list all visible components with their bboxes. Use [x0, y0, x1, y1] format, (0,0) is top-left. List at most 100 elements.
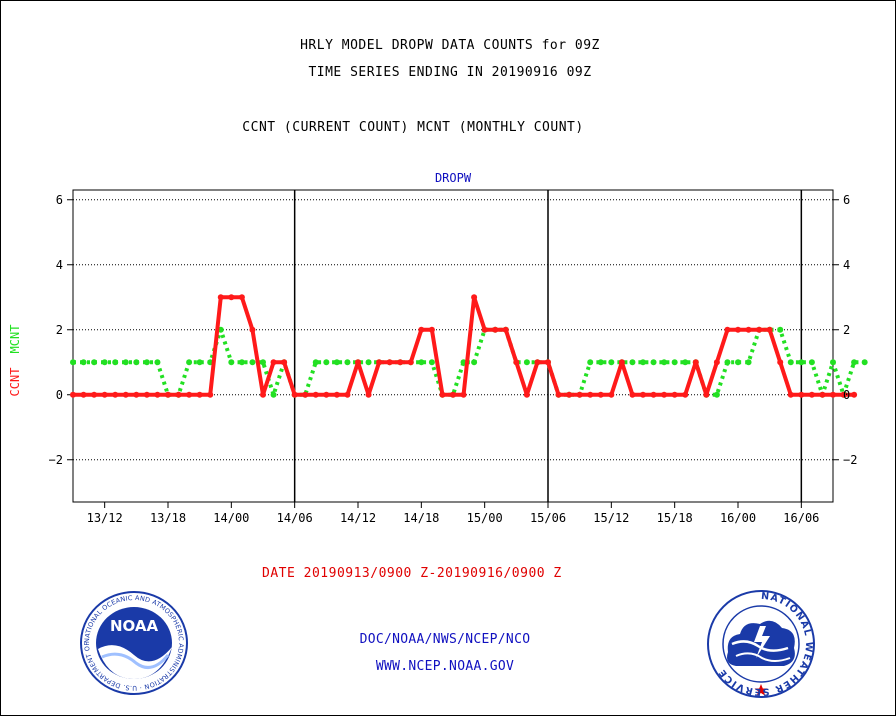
data-point-mcnt: [238, 359, 245, 366]
data-point-mcnt: [70, 359, 76, 366]
data-point-mcnt: [640, 359, 646, 366]
plot-frame: [72, 189, 834, 503]
data-point-ccnt: [355, 359, 361, 366]
x-tick-label: 16/06: [783, 511, 819, 525]
data-point-ccnt: [196, 391, 203, 398]
data-point-ccnt: [597, 391, 604, 398]
data-point-mcnt: [365, 359, 372, 366]
data-point-ccnt: [291, 391, 298, 398]
data-point-ccnt: [777, 359, 784, 366]
y-tick-label-left: 0: [56, 388, 63, 402]
data-point-ccnt: [629, 391, 636, 398]
data-point-mcnt: [713, 391, 720, 398]
data-point-mcnt: [808, 359, 815, 366]
y-tick-label-left: 6: [56, 193, 63, 207]
data-point-ccnt: [640, 391, 646, 398]
data-point-mcnt: [608, 359, 615, 366]
data-point-mcnt: [777, 326, 784, 333]
data-point-ccnt: [101, 391, 108, 398]
data-point-mcnt: [851, 359, 858, 366]
data-point-mcnt: [523, 359, 530, 366]
series-layer: [70, 294, 868, 398]
data-point-mcnt: [787, 359, 794, 366]
y-tick-label-left: 4: [56, 258, 63, 272]
data-point-mcnt: [122, 359, 129, 366]
data-point-ccnt: [323, 391, 330, 398]
data-point-ccnt: [724, 326, 731, 333]
data-point-ccnt: [428, 326, 435, 333]
noaa-logo-text: NOAA: [110, 617, 159, 635]
data-point-mcnt: [196, 359, 203, 366]
data-point-ccnt: [80, 391, 87, 398]
data-point-ccnt: [281, 359, 288, 366]
data-point-ccnt: [682, 391, 689, 398]
data-point-mcnt: [186, 359, 193, 366]
data-point-mcnt: [91, 359, 98, 366]
data-point-mcnt: [735, 359, 741, 366]
data-point-ccnt: [851, 391, 858, 398]
data-point-ccnt: [830, 391, 836, 398]
data-point-ccnt: [460, 391, 467, 398]
y-tick-label-left: −2: [49, 453, 63, 467]
chart-title-line2: TIME SERIES ENDING IN 20190916 09Z: [308, 65, 592, 80]
data-point-ccnt: [154, 391, 161, 398]
series-line-ccnt: [73, 295, 855, 397]
data-point-ccnt: [513, 359, 520, 366]
label-layer: −2 −2 0 0 2 2 4 4 6 6 13/12 13/18 14/00 14/06 14/12 14/…: [8, 171, 857, 525]
nws-logo: NATIONAL WEATHER SERVICE: [707, 590, 815, 698]
data-point-mcnt: [344, 359, 351, 366]
data-point-ccnt: [407, 359, 414, 366]
data-point-ccnt: [344, 391, 351, 398]
y-tick-label-left: 2: [56, 323, 63, 337]
y-tick-label-right: 6: [843, 193, 850, 207]
data-point-mcnt: [428, 359, 435, 366]
data-point-ccnt: [249, 326, 256, 333]
x-tick-label: 14/12: [340, 511, 376, 525]
data-point-ccnt: [312, 391, 319, 398]
data-point-ccnt: [217, 294, 224, 301]
y-tick-label-right: −2: [843, 453, 857, 467]
data-point-ccnt: [270, 359, 277, 366]
data-point-ccnt: [365, 391, 372, 398]
x-tick-label: 15/18: [657, 511, 693, 525]
x-tick-label: 13/18: [150, 511, 186, 525]
data-point-ccnt: [386, 359, 393, 366]
credit-website[interactable]: WWW.NCEP.NOAA.GOV: [375, 659, 515, 674]
data-point-ccnt: [703, 391, 710, 398]
data-point-mcnt: [830, 359, 836, 366]
data-point-mcnt: [154, 359, 161, 366]
y-tick-label-right: 4: [843, 258, 850, 272]
data-point-ccnt: [418, 326, 425, 333]
data-point-ccnt: [376, 359, 383, 366]
data-point-ccnt: [545, 359, 551, 366]
data-point-ccnt: [228, 294, 235, 301]
credit-org-path: DOC/NOAA/NWS/NCEP/NCO: [359, 632, 531, 647]
data-point-ccnt: [492, 326, 499, 333]
data-point-ccnt: [112, 391, 119, 398]
panel-title: DROPW: [435, 171, 472, 185]
y-tick-label-right: 0: [843, 388, 850, 402]
grid-layer: [73, 190, 833, 502]
data-point-ccnt: [91, 391, 98, 398]
y-label-ccnt: CCNT: [8, 368, 22, 397]
data-point-ccnt: [143, 391, 150, 398]
data-point-mcnt: [143, 359, 150, 366]
data-point-mcnt: [661, 359, 668, 366]
y-label-mcnt: MCNT: [8, 325, 22, 354]
data-point-mcnt: [724, 359, 731, 366]
chart-title-line1: HRLY MODEL DROPW DATA COUNTS for 09Z: [300, 38, 600, 53]
data-point-ccnt: [756, 326, 763, 333]
data-point-ccnt: [260, 391, 266, 398]
data-point-mcnt: [323, 359, 330, 366]
data-point-ccnt: [819, 391, 826, 398]
data-point-ccnt: [671, 391, 678, 398]
data-point-ccnt: [133, 391, 140, 398]
data-point-mcnt: [228, 359, 235, 366]
data-point-ccnt: [650, 391, 657, 398]
x-tick-label: 16/00: [720, 511, 756, 525]
data-point-ccnt: [692, 359, 699, 366]
noaa-logo: NOAA NATIONAL OCEANIC AND ATMOSPHERIC AD…: [80, 591, 188, 695]
data-point-ccnt: [798, 391, 805, 398]
data-point-mcnt: [312, 359, 319, 366]
data-point-ccnt: [439, 391, 446, 398]
